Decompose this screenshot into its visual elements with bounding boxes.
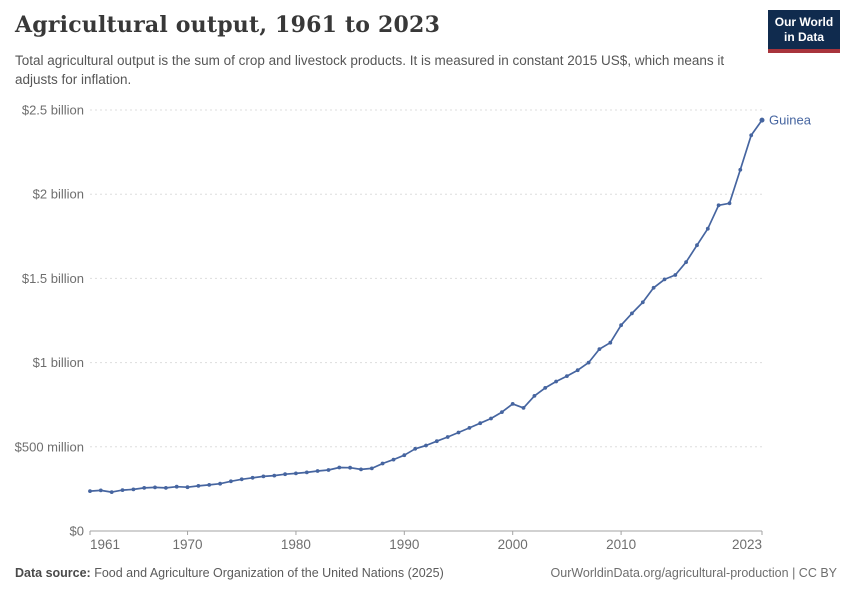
data-point-marker[interactable]	[597, 347, 602, 351]
data-point-marker[interactable]	[120, 488, 125, 492]
data-point-marker[interactable]	[326, 468, 331, 472]
data-point-marker[interactable]	[467, 426, 472, 430]
data-point-marker[interactable]	[651, 285, 656, 290]
data-point-marker[interactable]	[749, 133, 754, 138]
data-point-marker[interactable]	[445, 435, 450, 439]
data-point-marker[interactable]	[164, 486, 168, 490]
data-point-marker[interactable]	[109, 490, 114, 494]
data-point-marker[interactable]	[369, 466, 374, 471]
x-axis-tick-label: 1961	[90, 537, 120, 552]
data-point-marker[interactable]	[337, 465, 342, 470]
data-point-marker[interactable]	[196, 484, 201, 488]
data-point-marker[interactable]	[478, 421, 483, 426]
series-line-guinea[interactable]	[89, 119, 763, 493]
x-axis-tick-label: 2010	[606, 537, 636, 552]
x-axis-tick-label: 1980	[281, 537, 311, 552]
data-point-marker[interactable]	[174, 484, 179, 489]
data-point-marker[interactable]	[510, 402, 515, 406]
owid-logo-line2: in Data	[783, 30, 824, 44]
data-point-marker[interactable]	[662, 277, 667, 282]
data-point-marker[interactable]	[131, 487, 136, 492]
data-point-marker[interactable]	[716, 203, 721, 208]
y-axis-tick-label: $1 billion	[33, 355, 84, 370]
chart-subtitle: Total agricultural output is the sum of …	[15, 53, 725, 88]
data-point-marker[interactable]	[185, 485, 190, 490]
data-point-marker[interactable]	[608, 340, 613, 345]
data-point-marker[interactable]	[294, 471, 298, 476]
data-point-marker[interactable]	[695, 243, 699, 248]
y-axis-tick-label: $500 million	[15, 439, 84, 454]
x-axis-tick-label: 1970	[173, 537, 203, 552]
data-point-marker[interactable]	[391, 457, 396, 462]
data-point-marker[interactable]	[575, 368, 580, 373]
entity-label-guinea[interactable]: Guinea	[769, 113, 812, 128]
data-point-marker[interactable]	[684, 260, 688, 264]
data-point-marker[interactable]	[315, 469, 320, 473]
x-axis-tick-label: 1990	[389, 537, 419, 552]
y-axis-tick-label: $0	[70, 524, 84, 539]
data-point-marker[interactable]	[304, 470, 309, 475]
data-point-marker[interactable]	[424, 443, 428, 448]
data-point-marker[interactable]	[283, 472, 287, 477]
data-point-marker[interactable]	[532, 394, 537, 398]
owid-url-link[interactable]: OurWorldinData.org/agricultural-producti…	[550, 566, 789, 580]
data-source-text: Food and Agriculture Organization of the…	[94, 566, 444, 580]
data-point-marker[interactable]	[543, 386, 548, 390]
line-chart: $0 $500 million $1 billion $1.5 billion $2 b…	[15, 103, 812, 553]
data-point-marker[interactable]	[413, 446, 418, 451]
page-title: Agricultural output, 1961 to 2023	[15, 12, 441, 38]
y-axis-tick-label: $2 billion	[33, 187, 84, 202]
data-point-marker[interactable]	[500, 410, 504, 414]
y-axis-tick-label: $2.5 billion	[22, 103, 84, 118]
data-point-marker[interactable]	[456, 430, 461, 435]
data-point-marker[interactable]	[521, 406, 526, 410]
data-point-marker[interactable]	[586, 360, 591, 365]
footer-separator: |	[788, 566, 799, 580]
data-point-marker[interactable]	[250, 475, 255, 480]
data-point-marker[interactable]	[434, 439, 439, 444]
data-source-label: Data source:	[15, 566, 91, 580]
data-point-marker[interactable]	[380, 461, 385, 466]
data-point-marker[interactable]	[98, 488, 103, 493]
data-point-marker[interactable]	[153, 485, 157, 490]
data-point-marker[interactable]	[272, 473, 277, 478]
data-point-marker[interactable]	[673, 273, 678, 277]
data-point-marker[interactable]	[640, 300, 645, 305]
data-point-marker[interactable]	[727, 201, 732, 206]
data-point-marker[interactable]	[348, 465, 352, 470]
data-point-marker[interactable]	[705, 226, 710, 231]
data-source-note: Data source: Food and Agriculture Organi…	[15, 566, 444, 580]
data-point-marker[interactable]	[630, 311, 634, 316]
data-point-marker[interactable]	[229, 479, 233, 484]
owid-logo[interactable]: Our World in Data	[768, 10, 840, 53]
chart-footer: Data source: Food and Agriculture Organi…	[15, 566, 837, 580]
owid-logo-line1: Our World	[774, 15, 834, 29]
license-link[interactable]: CC BY	[798, 566, 837, 580]
footer-links: OurWorldinData.org/agricultural-producti…	[551, 566, 837, 580]
data-point-marker[interactable]	[218, 481, 223, 486]
data-point-marker[interactable]	[88, 489, 92, 493]
data-point-marker[interactable]	[554, 379, 558, 384]
data-point-marker[interactable]	[402, 453, 407, 458]
data-point-marker[interactable]	[261, 474, 266, 479]
data-point-marker[interactable]	[359, 467, 363, 472]
x-axis-tick-label: 2023	[732, 537, 762, 552]
data-point-marker[interactable]	[489, 416, 493, 421]
data-point-marker[interactable]	[619, 323, 623, 328]
x-axis-tick-label: 2000	[498, 537, 528, 552]
data-point-marker[interactable]	[239, 477, 244, 482]
y-axis-tick-label: $1.5 billion	[22, 271, 84, 286]
data-point-marker[interactable]	[738, 167, 743, 172]
data-point-marker[interactable]	[207, 483, 212, 487]
data-point-marker[interactable]	[142, 486, 147, 490]
data-point-marker[interactable]	[565, 374, 569, 378]
series-end-marker[interactable]	[759, 117, 765, 123]
